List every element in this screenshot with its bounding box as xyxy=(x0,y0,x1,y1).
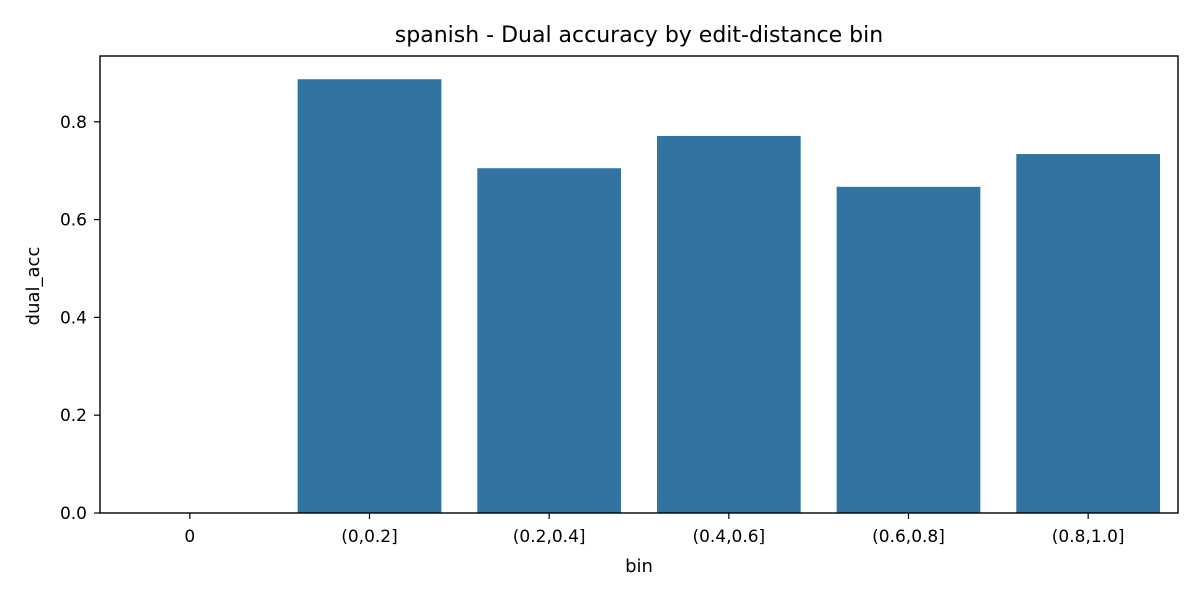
y-tick-label: 0.8 xyxy=(60,113,87,133)
y-axis-label: dual_acc xyxy=(23,247,44,326)
y-tick-label: 0.6 xyxy=(60,211,87,231)
y-ticks: 0.0 0.2 0.4 0.6 0.8 xyxy=(60,113,100,524)
bar-5 xyxy=(1016,154,1161,513)
x-tick-label: 0 xyxy=(184,527,195,547)
bar-1 xyxy=(297,79,442,513)
x-tick-label: (0.6,0.8] xyxy=(872,527,945,547)
x-tick-label: (0.2,0.4] xyxy=(513,527,586,547)
x-ticks: 0 (0,0.2] (0.2,0.4] (0.4,0.6] (0.6,0.8] (0.8,… xyxy=(184,513,1125,547)
y-tick-label: 0.4 xyxy=(60,308,87,328)
bar-2 xyxy=(477,168,622,514)
bar-4 xyxy=(836,186,981,513)
x-axis-label: bin xyxy=(625,556,653,577)
axes-frame xyxy=(99,55,1179,514)
x-tick-label: (0.4,0.6] xyxy=(692,527,765,547)
x-tick-label: (0,0.2] xyxy=(341,527,398,547)
bars-layer xyxy=(297,79,1161,514)
bar-3 xyxy=(656,135,801,513)
x-tick-label: (0.8,1.0] xyxy=(1052,527,1125,547)
chart-title: spanish - Dual accuracy by edit-distance… xyxy=(395,23,883,48)
y-tick-label: 0.0 xyxy=(60,504,87,524)
y-tick-label: 0.2 xyxy=(60,406,87,426)
